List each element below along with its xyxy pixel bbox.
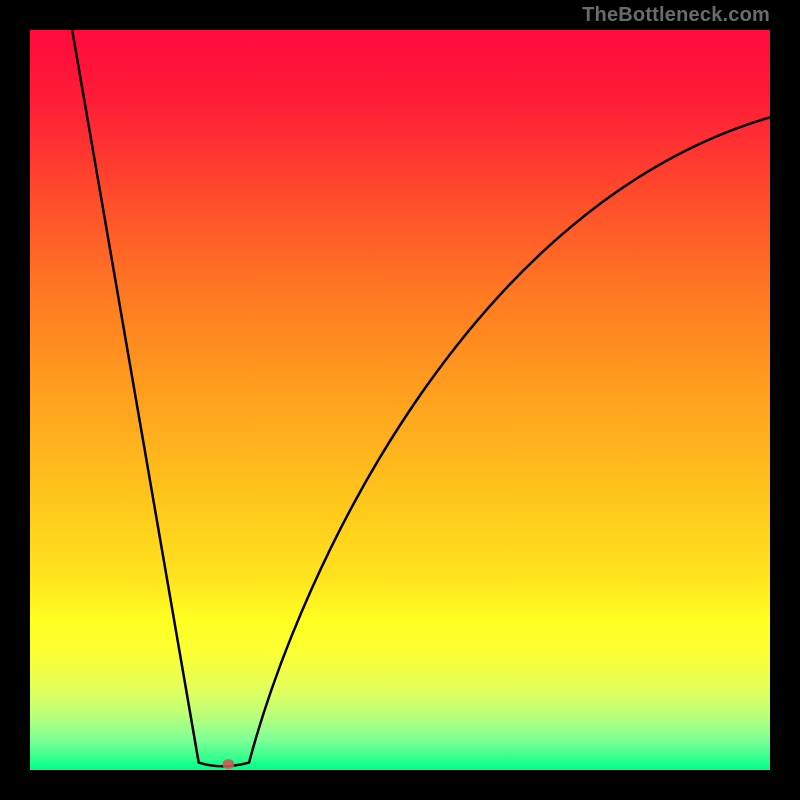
plot-area	[30, 30, 770, 770]
optimum-marker	[222, 759, 234, 769]
gradient-rect	[30, 30, 770, 770]
chart-svg	[30, 30, 770, 770]
watermark-text: TheBottleneck.com	[582, 4, 770, 27]
